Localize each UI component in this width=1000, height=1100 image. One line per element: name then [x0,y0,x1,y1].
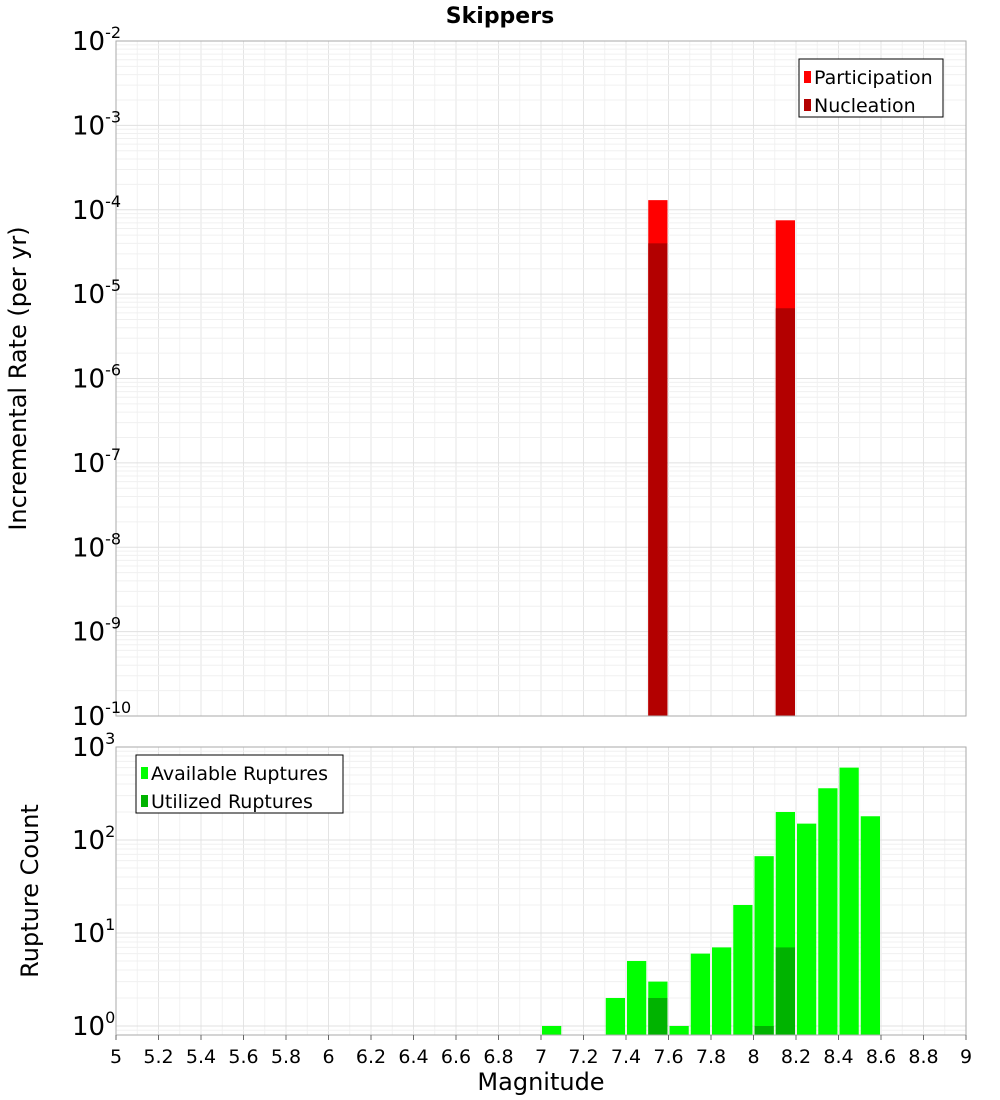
bar-nucleation [775,308,795,716]
y-tick-label: 10-7 [72,445,121,479]
bar-nucleation [648,243,668,717]
x-tick-label: 8.6 [866,1046,896,1068]
x-tick-label: 8.2 [781,1046,811,1068]
y-tick-label: 10-6 [72,361,121,395]
legend-swatch [141,767,148,779]
x-axis-label: Magnitude [477,1068,604,1096]
x-tick-label: 5.4 [186,1046,216,1068]
top-plot-frame [115,40,967,717]
x-tick-label: 6.8 [483,1046,513,1068]
x-tick-label: 8 [747,1046,759,1068]
top-bars [648,200,795,717]
x-tick-label: 5 [110,1046,122,1068]
bar-available-ruptures [542,1025,562,1035]
x-tick-label: 9 [960,1046,972,1068]
x-tick-label: 6.6 [441,1046,471,1068]
x-tick-label: 5.2 [143,1046,173,1068]
bar-available-ruptures [797,823,817,1035]
y-tick-label: 10-8 [72,529,121,563]
bar-available-ruptures [669,1025,689,1035]
y-tick-label: 102 [72,822,115,856]
bar-available-ruptures [712,947,732,1035]
legend-box [135,754,344,814]
y-tick-label: 10-3 [72,107,121,141]
bar-available-ruptures [754,856,774,1035]
y-tick-label: 10-9 [72,614,121,648]
top-grid [115,40,967,717]
chart-title: Skippers [446,4,554,29]
legend-swatch [804,71,811,83]
x-tick-label: 7.2 [568,1046,598,1068]
bar-available-ruptures [839,767,859,1035]
top-y-ticks: 10-2 10-3 10-4 10-5 10-6 10-7 10-8 10-9 10-10 [72,23,131,732]
y-tick-label: 103 [72,729,115,763]
x-tick-label: 7 [535,1046,547,1068]
legend-label: Available Ruptures [151,763,328,785]
bottom-panel: 103 102 101 100 5 5.2 5.4 5.6 5.8 6 6.2 6.4 6.6 6.8 7… [16,729,972,1096]
x-tick-label: 6.4 [398,1046,428,1068]
y-tick-label: 100 [72,1008,115,1042]
x-tick-label: 6 [322,1046,334,1068]
x-tick-label: 5.8 [271,1046,301,1068]
bar-available-ruptures [627,960,647,1035]
legend-label: Utilized Ruptures [151,791,313,813]
legend-box [798,58,944,118]
x-tick-label: 7.6 [653,1046,683,1068]
y-tick-label: 101 [72,915,115,949]
legend-swatch [804,99,811,111]
y-tick-label: 10-4 [72,192,121,226]
top-panel: 10-2 10-3 10-4 10-5 10-6 10-7 10-8 10-9 10-10 In… [4,23,967,732]
legend-swatch [141,795,148,807]
legend-label: Participation [814,67,933,89]
bar-utilized-ruptures [648,997,668,1035]
bar-utilized-ruptures [754,1025,774,1035]
bottom-y-axis-label: Rupture Count [16,804,44,978]
bottom-bars [542,767,880,1035]
x-tick-label: 6.2 [356,1046,386,1068]
top-y-axis-label: Incremental Rate (per yr) [4,226,32,530]
x-tick-label: 7.4 [611,1046,641,1068]
bar-available-ruptures [690,953,710,1035]
bar-available-ruptures [818,788,838,1035]
bottom-x-ticks: 5 5.2 5.4 5.6 5.8 6 6.2 6.4 6.6 6.8 7 7.2 7.4 7.6 7.8 8… [110,1035,972,1068]
top-legend: Participation Nucleation [798,58,944,118]
bar-available-ruptures [605,997,625,1035]
x-tick-label: 7.8 [696,1046,726,1068]
y-tick-label: 10-5 [72,276,121,310]
x-tick-label: 8.8 [908,1046,938,1068]
y-tick-label: 10-10 [72,698,131,732]
bar-available-ruptures [733,904,753,1035]
bottom-legend: Available Ruptures Utilized Ruptures [135,754,344,814]
legend-label: Nucleation [814,95,916,117]
bar-utilized-ruptures [775,947,795,1035]
x-tick-label: 5.6 [228,1046,258,1068]
y-tick-label: 10-2 [72,23,121,57]
bottom-y-ticks: 103 102 101 100 [72,729,115,1042]
x-tick-label: 8.4 [823,1046,853,1068]
bar-available-ruptures [860,816,880,1035]
